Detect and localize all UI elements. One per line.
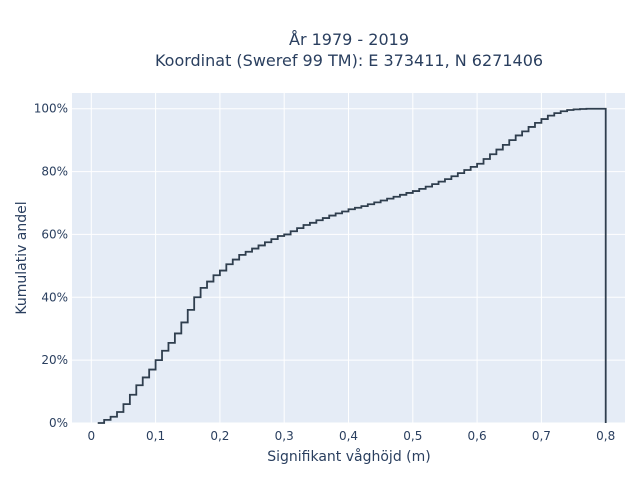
y-tick-label: 0% <box>49 416 68 430</box>
y-tick-label: 20% <box>41 353 68 367</box>
x-tick-label: 0,1 <box>146 429 165 443</box>
x-tick-label: 0,3 <box>275 429 294 443</box>
chart-title-line2: Koordinat (Sweref 99 TM): E 373411, N 62… <box>155 51 543 70</box>
y-tick-label: 100% <box>34 102 68 116</box>
y-axis-title: Kumulativ andel <box>14 201 30 314</box>
x-tick-label: 0,5 <box>403 429 422 443</box>
y-tick-label: 40% <box>41 290 68 304</box>
x-tick-label: 0,2 <box>210 429 229 443</box>
chart-title-line1: År 1979 - 2019 <box>289 30 409 49</box>
x-tick-label: 0,7 <box>532 429 551 443</box>
x-axis-ticks: 0 0,1 0,2 0,3 0,4 0,5 0,6 0,7 0,8 <box>87 429 615 443</box>
step-line <box>97 107 607 424</box>
x-axis-title: Signifikant våghöjd (m) <box>267 448 430 465</box>
x-tick-label: 0 <box>87 429 95 443</box>
x-tick-label: 0,8 <box>596 429 615 443</box>
y-tick-label: 60% <box>41 227 68 241</box>
y-axis-ticks: 0% 20% 40% 60% 80% 100% <box>34 102 68 430</box>
x-tick-label: 0,4 <box>339 429 358 443</box>
x-tick-label: 0,6 <box>468 429 487 443</box>
y-tick-label: 80% <box>41 165 68 179</box>
